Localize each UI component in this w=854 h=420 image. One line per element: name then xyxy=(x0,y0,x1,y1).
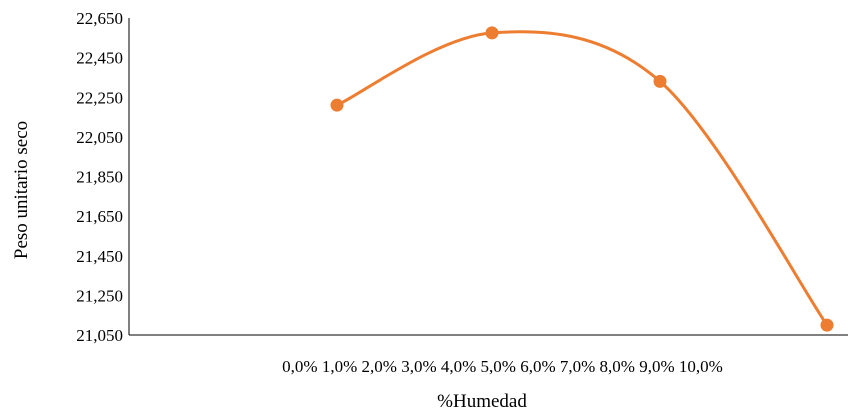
y-axis-ticks: 21,050 21,250 21,450 21,650 21,850 22,050 22,2… xyxy=(76,9,123,345)
x-tick-label: 1,0% xyxy=(318,357,358,376)
x-tick-label: 2,0% xyxy=(357,357,397,376)
y-tick-label: 21,850 xyxy=(76,168,123,187)
data-point xyxy=(330,98,344,112)
data-point xyxy=(653,74,667,88)
x-tick-labels: 0,0% 1,0% 2,0% 3,0% 4,0% 5,0% 6,0% 7,0% … xyxy=(282,357,723,376)
data-point xyxy=(820,318,834,332)
x-tick-label: 7,0% xyxy=(556,357,596,376)
y-tick-label: 22,650 xyxy=(76,9,123,28)
x-axis-title: %Humedad xyxy=(437,391,527,412)
series-line xyxy=(335,30,829,327)
x-axis-ticks: 0,0% 1,0% 2,0% 3,0% 4,0% 5,0% 6,0% 7,0% … xyxy=(282,357,723,376)
y-tick-label: 22,250 xyxy=(76,88,123,107)
y-tick-label: 21,050 xyxy=(76,326,123,345)
x-tick-label: 0,0% xyxy=(282,357,317,376)
y-tick-label: 21,250 xyxy=(76,286,123,305)
series-layer xyxy=(330,26,834,332)
x-tick-label: 9,0% xyxy=(635,357,675,376)
x-tick-label: 4,0% xyxy=(437,357,477,376)
x-tick-label: 10,0% xyxy=(675,357,723,376)
data-point xyxy=(485,26,499,40)
x-tick-label: 5,0% xyxy=(476,357,516,376)
axes xyxy=(128,18,848,336)
y-tick-label: 21,450 xyxy=(76,247,123,266)
x-tick-label: 3,0% xyxy=(397,357,437,376)
x-tick-label: 6,0% xyxy=(516,357,556,376)
y-axis-title: Peso unitario seco xyxy=(11,121,32,259)
y-tick-label: 22,450 xyxy=(76,49,123,68)
y-tick-label: 22,050 xyxy=(76,128,123,147)
y-tick-label: 21,650 xyxy=(76,207,123,226)
x-tick-label: 8,0% xyxy=(595,357,635,376)
